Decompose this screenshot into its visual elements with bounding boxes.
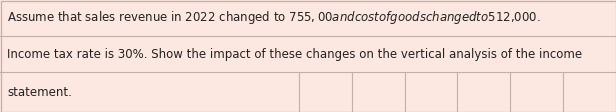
Text: Income tax rate is 30%. Show the impact of these changes on the vertical analysi: Income tax rate is 30%. Show the impact … (7, 47, 582, 61)
Text: statement.: statement. (7, 86, 72, 99)
Text: Assume that sales revenue in 2022 changed to $755,00 and cost of goods changed t: Assume that sales revenue in 2022 change… (7, 9, 541, 26)
